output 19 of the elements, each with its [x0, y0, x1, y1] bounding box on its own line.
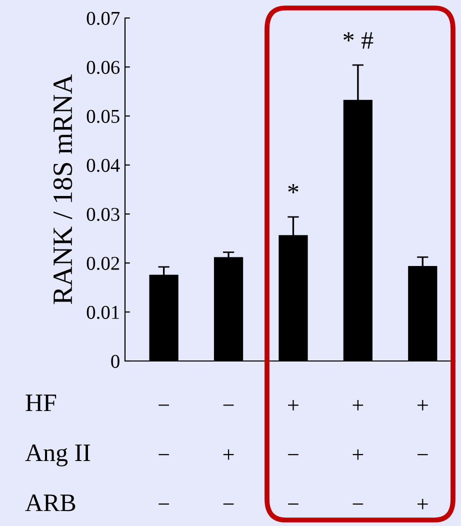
y-tick-label: 0.01 — [86, 306, 119, 320]
y-tick-label: 0.04 — [86, 158, 120, 172]
y-axis-title: RANK / 18S mRNA — [53, 74, 72, 304]
text: HF — [26, 394, 56, 412]
y-tick-label: 0.06 — [86, 60, 120, 74]
y-tick-label: 0.07 — [86, 12, 120, 26]
category-label: + − − — [288, 400, 298, 505]
annotation: * # — [344, 32, 374, 49]
text: ARB — [25, 494, 76, 512]
category-label: − + − — [223, 404, 234, 505]
y-tick-label: 0 — [111, 354, 120, 368]
category-label: + + − — [352, 400, 364, 505]
category-label: − − − — [158, 404, 170, 505]
y-tick-label: 0.05 — [86, 110, 120, 124]
y-tick-label: 0.02 — [86, 256, 120, 270]
category-label: + − + — [417, 400, 428, 510]
annotation: * — [288, 184, 298, 194]
text: Ang II — [25, 444, 90, 466]
y-tick-label: 0.03 — [86, 208, 120, 222]
